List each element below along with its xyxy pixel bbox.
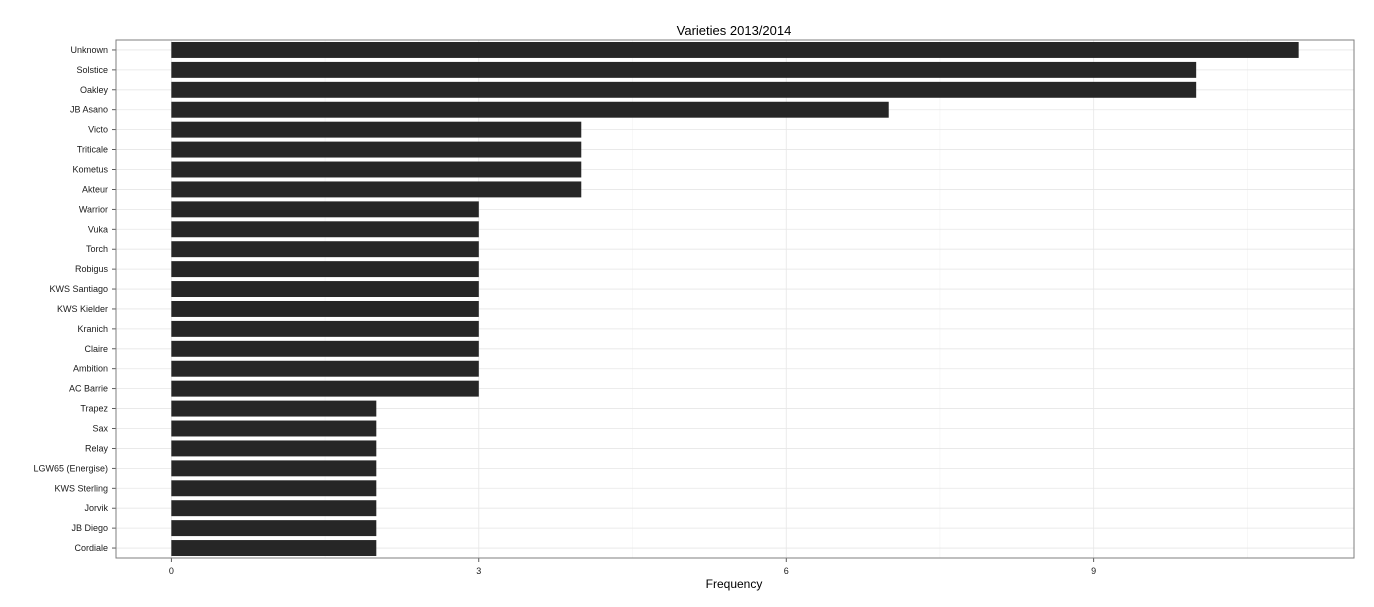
- bar: [171, 360, 479, 377]
- bar: [171, 141, 582, 158]
- category-label: Solstice: [76, 65, 108, 75]
- category-labels: Unknown Solstice Oakley JB Asano Victo Tritic…: [33, 45, 116, 553]
- panel-border: [115, 39, 1355, 559]
- bar: [171, 161, 582, 178]
- bar: [171, 221, 479, 238]
- bar: [171, 540, 377, 557]
- bar: [171, 61, 1197, 78]
- x-axis-title: Frequency: [706, 577, 763, 591]
- category-label: Kranich: [77, 324, 108, 334]
- category-label: Claire: [84, 344, 108, 354]
- bar: [171, 400, 377, 417]
- bar: [171, 500, 377, 517]
- category-label: Sax: [92, 424, 108, 434]
- bar: [171, 340, 479, 357]
- bar: [171, 380, 479, 397]
- category-label: Relay: [85, 443, 109, 453]
- category-label: Vuka: [88, 224, 108, 234]
- bar: [171, 460, 377, 477]
- category-label: Akteur: [82, 184, 108, 194]
- bar: [171, 300, 479, 317]
- bar: [171, 41, 1299, 58]
- bar: [171, 121, 582, 138]
- bar: [171, 320, 479, 337]
- x-tick-label: 9: [1091, 566, 1096, 576]
- chart-title: Varieties 2013/2014: [677, 23, 792, 38]
- category-label: AC Barrie: [69, 384, 108, 394]
- x-axis-ticks: 0 3 6 9: [169, 558, 1096, 576]
- category-label: Victo: [88, 125, 108, 135]
- category-label: Cordiale: [74, 543, 108, 553]
- bar: [171, 101, 889, 118]
- category-label: KWS Santiago: [49, 284, 108, 294]
- x-tick-label: 0: [169, 566, 174, 576]
- category-label: JB Diego: [71, 523, 108, 533]
- bar: [171, 281, 479, 298]
- bars-layer: [171, 41, 1299, 557]
- category-label: Ambition: [73, 364, 108, 374]
- bar: [171, 261, 479, 278]
- category-label: KWS Kielder: [57, 304, 108, 314]
- category-label: KWS Sterling: [54, 483, 108, 493]
- bar: [171, 241, 479, 258]
- x-tick-label: 6: [784, 566, 789, 576]
- category-label: Jorvik: [84, 503, 108, 513]
- bar: [171, 440, 377, 457]
- bar: [171, 181, 582, 198]
- bar: [171, 520, 377, 537]
- category-label: Trapez: [80, 404, 108, 414]
- category-label: Torch: [86, 244, 108, 254]
- category-label: Unknown: [70, 45, 108, 55]
- category-label: Robigus: [75, 264, 109, 274]
- category-label: JB Asano: [70, 105, 108, 115]
- bar: [171, 420, 377, 437]
- category-label: Triticale: [77, 145, 108, 155]
- bar: [171, 201, 479, 218]
- category-label: LGW65 (Energise): [33, 463, 108, 473]
- bar: [171, 81, 1197, 98]
- category-label: Warrior: [79, 204, 108, 214]
- bar: [171, 480, 377, 497]
- x-tick-label: 3: [476, 566, 481, 576]
- category-label: Kometus: [72, 165, 108, 175]
- category-label: Oakley: [80, 85, 109, 95]
